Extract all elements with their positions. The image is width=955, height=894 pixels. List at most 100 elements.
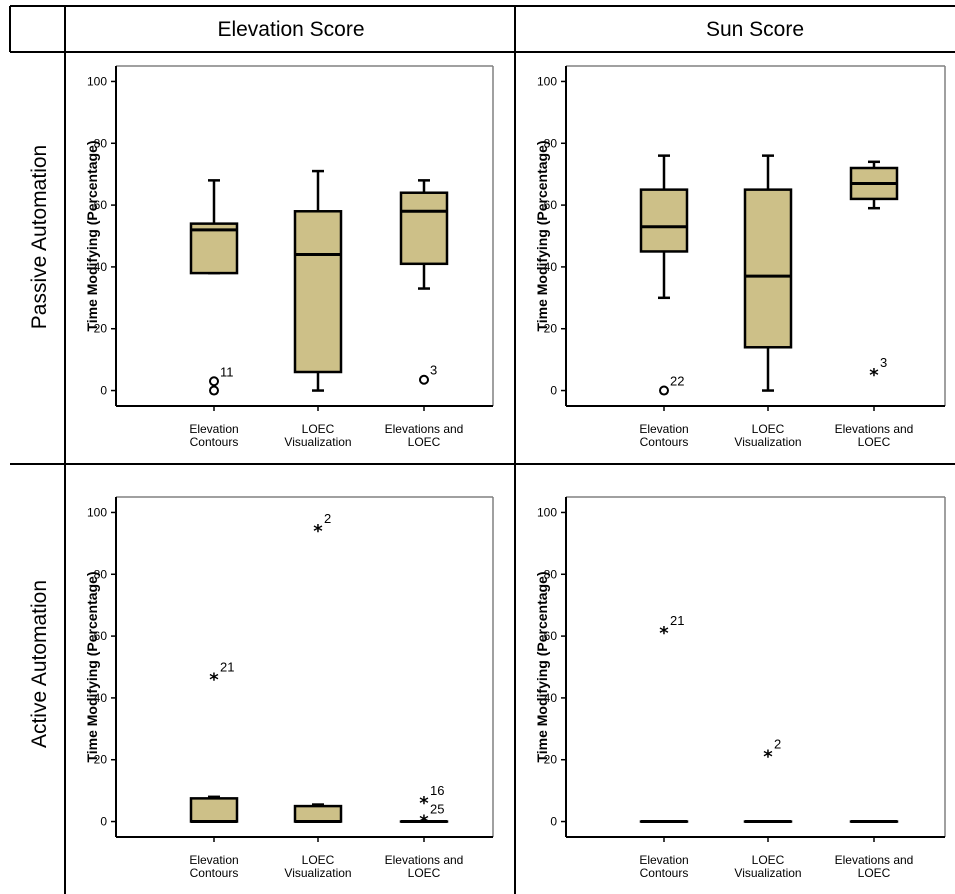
y-tick-label: 40 — [94, 691, 108, 705]
panel-active-sun: 0 20 40 60 80 100 Time Modifying (Percentage) E… — [534, 496, 946, 880]
x-tick-label: LOEC Visualization — [734, 422, 801, 449]
y-axis-title: Time Modifying (Percentage) — [84, 140, 100, 331]
x-tick-label-line: Elevations and — [385, 853, 464, 867]
x-tick-label-line: Elevation — [189, 853, 238, 867]
outlier-circle — [419, 374, 429, 385]
x-tick-label-line: Visualization — [284, 866, 351, 880]
outlier-star: * — [313, 521, 323, 542]
y-tick-label: 60 — [544, 198, 558, 212]
outlier-label: 16 — [430, 783, 444, 798]
box-1 — [293, 803, 343, 824]
x-tick-label: Elevations and LOEC — [835, 853, 914, 880]
x-tick-label: Elevations and LOEC — [385, 853, 464, 880]
outlier-label: 21 — [220, 659, 234, 674]
y-tick-label: 0 — [100, 384, 107, 398]
box-iqr — [293, 210, 343, 374]
outlier-circle — [209, 376, 219, 387]
row-header-active: Active Automation — [28, 580, 51, 748]
x-tick-label-line: Visualization — [284, 435, 351, 449]
y-tick-label: 80 — [94, 136, 108, 150]
x-tick-label-line: Contours — [190, 435, 239, 449]
y-tick-label: 60 — [94, 629, 108, 643]
outlier-star: * — [869, 365, 879, 386]
y-tick-label: 60 — [544, 629, 558, 643]
x-tick-label-line: Visualization — [734, 435, 801, 449]
row-header-passive: Passive Automation — [28, 145, 51, 329]
x-tick-label: Elevation Contours — [639, 422, 688, 449]
x-tick-label-line: LOEC — [858, 866, 891, 880]
box-iqr — [639, 188, 689, 253]
box-0 — [189, 795, 239, 824]
x-tick-label: Elevation Contours — [639, 853, 688, 880]
y-tick-label: 40 — [544, 260, 558, 274]
x-tick-label-line: LOEC — [408, 435, 441, 449]
panel-passive-sun: 0 20 40 60 80 100 Time Modifying (Percentage) E… — [534, 65, 946, 449]
x-tick-label-line: Elevations and — [835, 422, 914, 436]
y-tick-label: 40 — [94, 260, 108, 274]
x-tick-label-line: LOEC — [752, 422, 785, 436]
box-1 — [293, 169, 343, 392]
y-axis-title: Time Modifying (Percentage) — [534, 140, 550, 331]
y-axis-title: Time Modifying (Percentage) — [534, 571, 550, 762]
outlier-label: 3 — [430, 363, 437, 378]
y-tick-label: 100 — [87, 505, 107, 519]
x-tick-label-line: Elevation — [639, 422, 688, 436]
y-tick-label: 100 — [87, 74, 107, 88]
x-tick-label-line: LOEC — [408, 866, 441, 880]
box-0 — [189, 179, 239, 275]
x-tick-label: Elevation Contours — [189, 422, 238, 449]
outlier-star: * — [419, 793, 429, 814]
y-tick-label: 80 — [544, 136, 558, 150]
outlier-star: * — [209, 669, 219, 690]
outlier-circle — [209, 385, 219, 396]
outlier-star: * — [763, 747, 773, 768]
x-tick-label-line: Visualization — [734, 866, 801, 880]
y-tick-label: 0 — [550, 815, 557, 829]
box-2 — [849, 160, 899, 210]
outlier-label: 11 — [220, 364, 234, 379]
x-tick-label-line: Contours — [190, 866, 239, 880]
outlier-label: 21 — [670, 613, 684, 628]
x-tick-label: Elevations and LOEC — [385, 422, 464, 449]
y-axis-title: Time Modifying (Percentage) — [84, 571, 100, 762]
y-tick-label: 20 — [94, 322, 108, 336]
y-tick-label: 20 — [94, 753, 108, 767]
y-tick-label: 0 — [550, 384, 557, 398]
x-tick-label: LOEC Visualization — [734, 853, 801, 880]
x-tick-label-line: LOEC — [302, 853, 335, 867]
panel-active-elevation: 0 20 40 60 80 100 Time Modifying (Percentage) E… — [84, 496, 494, 880]
outlier-label: 2 — [324, 511, 331, 526]
y-tick-label: 40 — [544, 691, 558, 705]
y-tick-label: 80 — [94, 567, 108, 581]
outlier-label: 22 — [670, 374, 684, 389]
panel-passive-elevation: 0 20 40 60 80 100 Time Modifying (Percentage) E… — [84, 65, 494, 449]
outlier-star: * — [659, 623, 669, 644]
x-tick-label-line: LOEC — [858, 435, 891, 449]
x-tick-label: LOEC Visualization — [284, 422, 351, 449]
outlier-circle — [659, 385, 669, 396]
x-tick-label-line: LOEC — [302, 422, 335, 436]
outlier-star: * — [419, 811, 429, 832]
x-tick-label: Elevation Contours — [189, 853, 238, 880]
grid-lines — [9, 5, 955, 894]
x-tick-label-line: LOEC — [752, 853, 785, 867]
box-1 — [743, 154, 793, 392]
y-tick-label: 20 — [544, 753, 558, 767]
col-header-elevation: Elevation Score — [217, 18, 364, 41]
box-iqr — [293, 804, 343, 823]
y-tick-label: 100 — [537, 505, 557, 519]
x-tick-label-line: Elevations and — [835, 853, 914, 867]
y-tick-label: 0 — [100, 815, 107, 829]
col-header-sun: Sun Score — [706, 18, 804, 41]
y-tick-label: 100 — [537, 74, 557, 88]
outlier-label: 3 — [880, 355, 887, 370]
y-tick-label: 60 — [94, 198, 108, 212]
outlier-label: 2 — [774, 737, 781, 752]
y-tick-label: 20 — [544, 322, 558, 336]
box-iqr — [189, 797, 239, 823]
box-iqr — [189, 222, 239, 275]
x-tick-label: LOEC Visualization — [284, 853, 351, 880]
x-tick-label: Elevations and LOEC — [835, 422, 914, 449]
